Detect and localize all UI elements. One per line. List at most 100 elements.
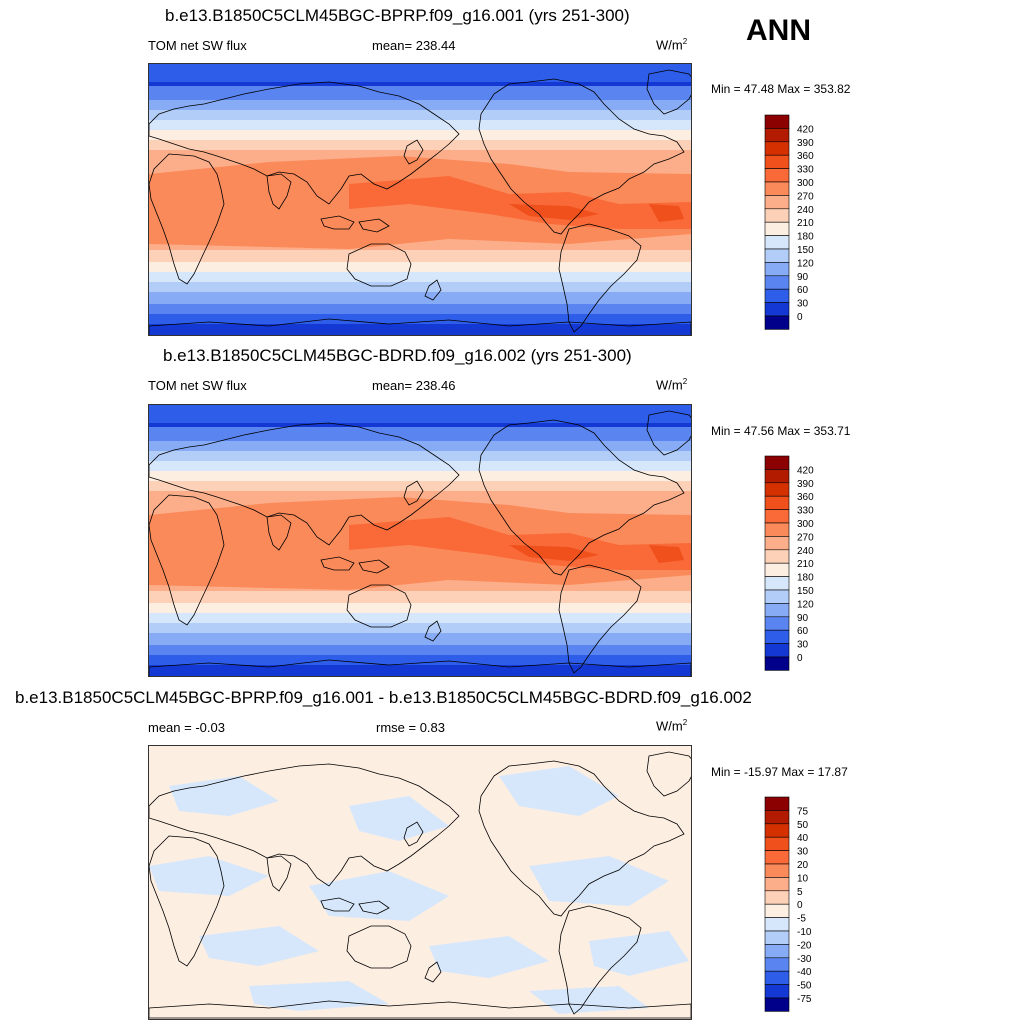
panel-3-colorbar-swatch: [764, 863, 790, 878]
panel-1-colorbar-swatch: [764, 262, 790, 277]
panel-1-colorbar-tick-label: 90: [797, 272, 809, 283]
panel-2-colorbar-swatch: [764, 643, 790, 658]
panel-2-colorbar-swatch: [764, 455, 790, 470]
panel-1-colorbar-swatch: [764, 248, 790, 263]
panel-2-colorbar-tick-label: 420: [797, 465, 814, 476]
panel-2-mean-label: mean= 238.46: [372, 378, 456, 393]
panel-3-colorbar-tick-label: 40: [797, 833, 809, 844]
panel-1-colorbar-swatch: [764, 288, 790, 303]
panel-3-colorbar-swatch: [764, 997, 790, 1012]
panel-3-colorbar-tick-label: -75: [797, 994, 812, 1005]
panel-3-colorbar: 75 50 40 30 20 10 5 0 -5 -10 -20 -30 -40 -50 -75: [764, 796, 855, 1012]
panel-2-colorbar-swatch: [764, 549, 790, 564]
panel-3-rmse-label: rmse = 0.83: [376, 720, 446, 735]
panel-3-colorbar-swatch: [764, 810, 790, 825]
panel-1-colorbar-swatch: [764, 154, 790, 169]
panel-1-colorbar-swatch: [764, 195, 790, 210]
panel-1-colorbar-tick-label: 0: [797, 312, 803, 323]
panel-3-colorbar-swatch: [764, 850, 790, 865]
panel-1-colorbar-swatch: [764, 208, 790, 223]
panel-2-colorbar-swatch: [764, 522, 790, 537]
panel-2-colorbar-swatch: [764, 576, 790, 591]
panel-1-colorbar-swatch: [764, 141, 790, 156]
panel-3-colorbar-swatch: [764, 796, 790, 811]
panel-2-colorbar-swatch: [764, 482, 790, 497]
panel-1-variable-label: TOM net SW flux: [148, 38, 247, 53]
panel-2-colorbar-tick-label: 240: [797, 546, 814, 557]
panel-3-colorbar-tick-label: 5: [797, 887, 803, 898]
panel-1-title: b.e13.B1850C5CLM45BGC-BPRP.f09_g16.001 (…: [165, 6, 630, 25]
panel-2-colorbar-swatch: [764, 616, 790, 631]
panel-3-colorbar-tick-label: -40: [797, 967, 812, 978]
panel-2-colorbar-swatch: [764, 656, 790, 671]
panel-3-colorbar-swatch: [764, 930, 790, 945]
panel-1-colorbar-swatch: [764, 221, 790, 236]
panel-2-colorbar-tick-label: 60: [797, 626, 809, 637]
panel-3-colorbar-tick-label: -10: [797, 927, 812, 938]
season-label: ANN: [746, 14, 811, 47]
panel-2-colorbar-swatch: [764, 629, 790, 644]
panel-1-colorbar-tick-label: 390: [797, 138, 814, 149]
panel-3-colorbar-swatch: [764, 970, 790, 985]
panel-1-colorbar-swatch: [764, 235, 790, 250]
panel-2-colorbar-tick-label: 210: [797, 559, 814, 570]
panel-3-colorbar-swatch: [764, 957, 790, 972]
panel-3-colorbar-tick-label: 0: [797, 900, 803, 911]
panel-2-colorbar-tick-label: 150: [797, 586, 814, 597]
panel-3-colorbar-swatch: [764, 836, 790, 851]
panel-3-map: [148, 745, 692, 1020]
panel-1-colorbar-swatch: [764, 181, 790, 196]
panel-3-colorbar-swatch: [764, 877, 790, 892]
panel-3-colorbar-swatch: [764, 890, 790, 905]
panel-2-colorbar-tick-label: 390: [797, 479, 814, 490]
panel-2-colorbar-swatch: [764, 509, 790, 524]
panel-3-colorbar-tick-label: 30: [797, 847, 809, 858]
panel-1-colorbar-tick-label: 150: [797, 245, 814, 256]
panel-3-colorbar-tick-label: 75: [797, 806, 809, 817]
panel-1-minmax: Min = 47.48 Max = 353.82: [711, 82, 851, 96]
panel-1-colorbar-swatch: [764, 275, 790, 290]
panel-3-colorbar-swatch: [764, 944, 790, 959]
panel-3-colorbar-tick-label: -5: [797, 914, 806, 925]
panel-2-colorbar-swatch: [764, 603, 790, 618]
panel-2-colorbar-tick-label: 0: [797, 653, 803, 664]
panel-1-colorbar-swatch: [764, 315, 790, 330]
panel-3-colorbar-tick-label: 50: [797, 820, 809, 831]
panel-2-colorbar-tick-label: 270: [797, 532, 814, 543]
panel-3-colorbar-tick-label: 20: [797, 860, 809, 871]
panel-3-units: W/m2: [656, 718, 688, 734]
panel-1-colorbar-tick-label: 330: [797, 165, 814, 176]
panel-1-map: [148, 63, 692, 336]
panel-1-colorbar-tick-label: 270: [797, 191, 814, 202]
panel-1-colorbar-swatch: [764, 128, 790, 143]
panel-1-units: W/m2: [656, 37, 688, 53]
panel-3-colorbar-swatch: [764, 917, 790, 932]
panel-3-colorbar-tick-label: -50: [797, 981, 812, 992]
panel-1-colorbar-tick-label: 420: [797, 124, 814, 135]
panel-3-title: b.e13.B1850C5CLM45BGC-BPRP.f09_g16.001 -…: [15, 688, 752, 707]
panel-1-colorbar-swatch: [764, 302, 790, 317]
panel-2-colorbar-tick-label: 330: [797, 506, 814, 517]
panel-1-colorbar-tick-label: 300: [797, 178, 814, 189]
panel-1-colorbar-swatch: [764, 168, 790, 183]
panel-1-colorbar-tick-label: 120: [797, 258, 814, 269]
panel-3-colorbar-tick-label: -20: [797, 940, 812, 951]
panel-2-colorbar-tick-label: 90: [797, 613, 809, 624]
panel-1-colorbar-tick-label: 60: [797, 285, 809, 296]
panel-3-colorbar-tick-label: -30: [797, 954, 812, 965]
panel-2-map: [148, 404, 692, 677]
panel-3-colorbar-swatch: [764, 903, 790, 918]
panel-1-colorbar-tick-label: 240: [797, 205, 814, 216]
panel-2-colorbar-tick-label: 30: [797, 640, 809, 651]
panel-2-colorbar-swatch: [764, 495, 790, 510]
panel-3-colorbar-swatch: [764, 984, 790, 999]
panel-1-colorbar-tick-label: 210: [797, 218, 814, 229]
panel-2-colorbar-tick-label: 300: [797, 519, 814, 530]
panel-3-mean-label: mean = -0.03: [148, 720, 225, 735]
panel-2-colorbar-tick-label: 120: [797, 599, 814, 610]
panel-1-mean-label: mean= 238.44: [372, 38, 456, 53]
panel-2-title: b.e13.B1850C5CLM45BGC-BDRD.f09_g16.002 (…: [163, 346, 632, 365]
panel-1-colorbar-tick-label: 30: [797, 299, 809, 310]
panel-2-colorbar-tick-label: 360: [797, 492, 814, 503]
panel-2-colorbar-swatch: [764, 536, 790, 551]
